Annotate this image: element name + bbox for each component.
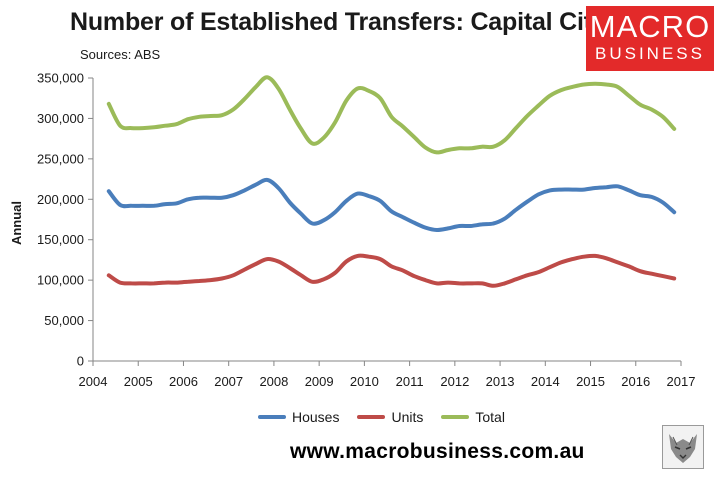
chart-axes xyxy=(92,78,681,362)
legend-label: Units xyxy=(391,409,424,425)
series-line-units xyxy=(106,253,677,288)
chart-title: Number of Established Transfers: Capital… xyxy=(70,8,627,36)
y-axis-ticks: 0 50,000 100,000 150,000 200,000 250,000 300,0… xyxy=(37,71,93,369)
x-tick-label: 2011 xyxy=(396,374,424,389)
y-tick-label: 250,000 xyxy=(37,151,84,166)
y-tick-label: 200,000 xyxy=(37,192,84,207)
x-tick-label: 2016 xyxy=(621,374,650,389)
y-tick-label: 300,000 xyxy=(37,111,84,126)
y-axis-label: Annual xyxy=(9,201,24,245)
series-line-total xyxy=(106,75,677,155)
x-tick-label: 2004 xyxy=(79,374,108,389)
chart-legend: Houses Units Total xyxy=(258,409,505,425)
y-tick-label: 50,000 xyxy=(44,313,84,328)
x-tick-label: 2007 xyxy=(214,374,243,389)
x-tick-label: 2005 xyxy=(124,374,153,389)
x-tick-label: 2009 xyxy=(305,374,334,389)
x-tick-label: 2017 xyxy=(667,374,696,389)
y-tick-label: 350,000 xyxy=(37,71,84,86)
legend-item-houses: Houses xyxy=(258,409,339,425)
chart-subtitle: Sources: ABS xyxy=(80,47,161,62)
legend-swatch xyxy=(357,415,386,419)
y-tick-label: 100,000 xyxy=(37,273,84,288)
x-axis-ticks: 2004 2005 2006 2007 2008 2009 2010 2011 2012 2013… xyxy=(79,361,696,389)
x-tick-label: 2015 xyxy=(576,374,605,389)
y-tick-label: 0 xyxy=(77,354,84,369)
series-line-houses xyxy=(106,177,677,233)
x-tick-label: 2012 xyxy=(440,374,469,389)
legend-swatch xyxy=(258,415,286,419)
x-tick-label: 2013 xyxy=(486,374,515,389)
y-tick-label: 150,000 xyxy=(37,232,84,247)
logo-line-macro: MACRO xyxy=(589,9,711,44)
logo-line-business: BUSINESS xyxy=(595,44,705,63)
macrobusiness-logo: MACRO BUSINESS xyxy=(586,6,714,71)
x-tick-label: 2006 xyxy=(169,374,198,389)
legend-item-total: Total xyxy=(441,409,505,425)
x-tick-label: 2014 xyxy=(531,374,560,389)
chart-series xyxy=(106,75,677,288)
x-tick-label: 2010 xyxy=(350,374,379,389)
legend-item-units: Units xyxy=(357,409,423,425)
legend-label: Total xyxy=(475,409,505,425)
x-tick-label: 2008 xyxy=(259,374,288,389)
wolf-logo-icon xyxy=(662,425,704,469)
website-url: www.macrobusiness.com.au xyxy=(290,440,585,463)
legend-swatch xyxy=(441,415,470,419)
legend-label: Houses xyxy=(292,409,340,425)
